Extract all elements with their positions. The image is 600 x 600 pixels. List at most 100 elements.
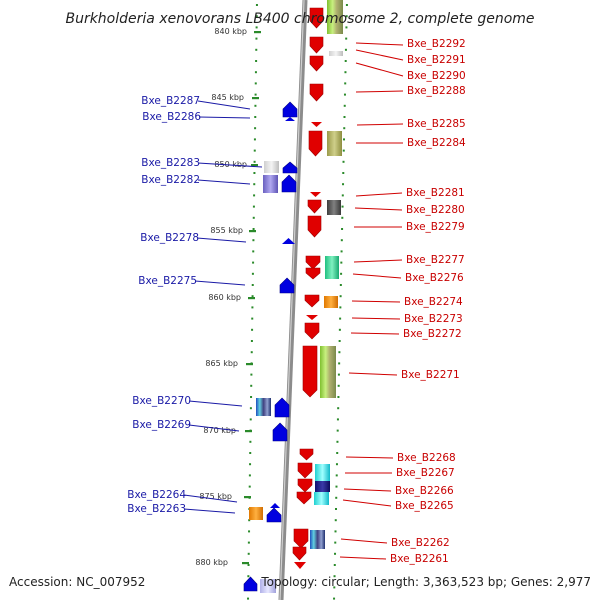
forward-gene-label[interactable]: Bxe_B2292 bbox=[407, 38, 466, 50]
label-leader-line bbox=[197, 100, 251, 110]
forward-gene-label[interactable]: Bxe_B2277 bbox=[406, 254, 465, 266]
track-dot bbox=[255, 48, 258, 51]
track-dot bbox=[337, 384, 340, 387]
feature-block bbox=[320, 346, 336, 398]
forward-gene-arrow[interactable] bbox=[293, 528, 309, 549]
forward-gene-arrow[interactable] bbox=[304, 294, 320, 308]
forward-gene-label[interactable]: Bxe_B2274 bbox=[404, 296, 463, 308]
track-dot bbox=[338, 328, 341, 331]
track-dot bbox=[253, 194, 256, 197]
forward-gene-label[interactable]: Bxe_B2271 bbox=[401, 369, 460, 381]
label-leader-line bbox=[342, 499, 392, 507]
forward-gene-label[interactable]: Bxe_B2288 bbox=[407, 85, 466, 97]
forward-gene-label[interactable]: Bxe_B2267 bbox=[396, 467, 455, 479]
track-dot bbox=[251, 284, 254, 286]
reverse-gene-label[interactable]: Bxe_B2263 bbox=[127, 503, 186, 515]
forward-gene-label[interactable]: Bxe_B2266 bbox=[395, 485, 454, 497]
reverse-gene-arrow[interactable] bbox=[282, 101, 298, 118]
reverse-gene-arrow[interactable] bbox=[285, 117, 295, 121]
feature-block bbox=[327, 200, 341, 215]
forward-gene-label[interactable]: Bxe_B2291 bbox=[407, 54, 466, 66]
forward-gene-label[interactable]: Bxe_B2265 bbox=[395, 500, 454, 512]
reverse-gene-arrow[interactable] bbox=[243, 576, 258, 592]
track-dot bbox=[250, 384, 253, 387]
right-gene-labels: Bxe_B2292 Bxe_B2291 Bxe_B2290 Bxe_B2288 Bxe_… bbox=[339, 38, 466, 565]
track-dot bbox=[248, 474, 251, 477]
track-dot bbox=[335, 463, 338, 466]
reverse-gene-arrow[interactable] bbox=[282, 161, 298, 174]
reverse-gene-label[interactable]: Bxe_B2275 bbox=[138, 275, 197, 287]
forward-gene-arrow[interactable] bbox=[308, 130, 323, 157]
track-dot bbox=[334, 519, 337, 522]
forward-gene-arrow[interactable] bbox=[309, 7, 324, 29]
forward-gene-label[interactable]: Bxe_B2284 bbox=[407, 137, 466, 149]
forward-gene-arrow[interactable] bbox=[299, 448, 314, 461]
track-dot bbox=[345, 4, 348, 6]
forward-gene-label[interactable]: Bxe_B2273 bbox=[404, 313, 463, 325]
reverse-gene-arrow[interactable] bbox=[266, 507, 282, 523]
reverse-gene-arrow[interactable] bbox=[281, 174, 297, 193]
forward-gene-arrow[interactable] bbox=[307, 199, 322, 214]
track-dot bbox=[341, 205, 344, 208]
forward-gene-arrow[interactable] bbox=[292, 546, 307, 561]
track-dot bbox=[337, 396, 340, 398]
forward-gene-arrow[interactable] bbox=[306, 315, 318, 320]
forward-gene-label[interactable]: Bxe_B2280 bbox=[406, 204, 465, 216]
label-leader-line bbox=[348, 372, 398, 376]
forward-gene-arrow[interactable] bbox=[305, 267, 321, 280]
forward-gene-label[interactable]: Bxe_B2261 bbox=[390, 553, 449, 565]
track-dot bbox=[254, 104, 257, 107]
reverse-gene-label[interactable]: Bxe_B2283 bbox=[141, 157, 200, 169]
track-dot bbox=[253, 172, 256, 174]
scale-tick-label: 865 kbp bbox=[205, 359, 238, 368]
forward-gene-arrow[interactable] bbox=[304, 322, 320, 340]
forward-gene-arrow[interactable] bbox=[297, 462, 313, 479]
track-dot bbox=[249, 440, 252, 443]
track-dot bbox=[252, 261, 255, 264]
forward-gene-arrow[interactable] bbox=[294, 562, 306, 569]
forward-gene-label[interactable]: Bxe_B2285 bbox=[407, 118, 466, 130]
forward-gene-label[interactable]: Bxe_B2281 bbox=[406, 187, 465, 199]
track-dot bbox=[336, 440, 339, 443]
forward-gene-arrow[interactable] bbox=[309, 36, 324, 54]
reverse-gene-arrow[interactable] bbox=[279, 277, 295, 294]
forward-gene-arrow[interactable] bbox=[311, 122, 322, 127]
reverse-gene-label[interactable]: Bxe_B2270 bbox=[132, 395, 191, 407]
reverse-gene-label[interactable]: Bxe_B2286 bbox=[142, 111, 201, 123]
reverse-gene-label[interactable]: Bxe_B2287 bbox=[141, 95, 200, 107]
reverse-gene-arrow[interactable] bbox=[270, 503, 280, 508]
forward-gene-label[interactable]: Bxe_B2279 bbox=[406, 221, 465, 233]
feature-block bbox=[327, 131, 342, 156]
track-dot bbox=[252, 239, 255, 242]
track-dot bbox=[341, 194, 344, 197]
reverse-gene-label[interactable]: Bxe_B2282 bbox=[141, 174, 200, 186]
track-dot bbox=[251, 295, 254, 298]
forward-gene-label[interactable]: Bxe_B2268 bbox=[397, 452, 456, 464]
forward-gene-label[interactable]: Bxe_B2290 bbox=[407, 70, 466, 82]
forward-gene-arrow[interactable] bbox=[296, 491, 312, 505]
track-dot bbox=[338, 351, 341, 354]
forward-gene-arrow[interactable] bbox=[302, 345, 318, 398]
forward-gene-label[interactable]: Bxe_B2272 bbox=[403, 328, 462, 340]
reverse-gene-label[interactable]: Bxe_B2269 bbox=[132, 419, 191, 431]
reverse-gene-label[interactable]: Bxe_B2264 bbox=[127, 489, 186, 501]
reverse-gene-label[interactable]: Bxe_B2278 bbox=[140, 232, 199, 244]
track-dot bbox=[333, 575, 336, 578]
forward-gene-label[interactable]: Bxe_B2262 bbox=[391, 537, 450, 549]
reverse-gene-arrow[interactable] bbox=[272, 422, 288, 442]
track-dot bbox=[344, 48, 347, 51]
track-dot bbox=[250, 373, 253, 376]
reverse-gene-arrow[interactable] bbox=[282, 238, 295, 244]
forward-gene-label[interactable]: Bxe_B2276 bbox=[405, 272, 464, 284]
track-dot bbox=[248, 530, 251, 533]
forward-gene-arrow[interactable] bbox=[310, 192, 321, 197]
track-dot bbox=[342, 172, 345, 174]
track-dot bbox=[334, 552, 337, 555]
reverse-gene-arrow[interactable] bbox=[274, 397, 290, 418]
forward-gene-arrow[interactable] bbox=[305, 255, 321, 270]
forward-gene-arrow[interactable] bbox=[297, 478, 313, 493]
forward-gene-arrow[interactable] bbox=[307, 215, 322, 238]
forward-gene-arrow[interactable] bbox=[309, 55, 324, 72]
label-leader-line bbox=[194, 280, 246, 286]
forward-gene-arrow[interactable] bbox=[309, 83, 324, 102]
